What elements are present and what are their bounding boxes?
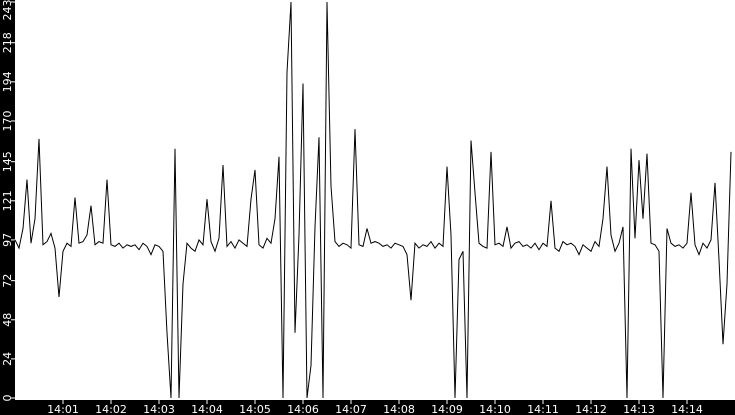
x-axis: 14:01 14:02 14:03 14:04 14:05 14:06 14:07 14:08… [47, 400, 703, 415]
x-tick-label: 14:03 [143, 403, 175, 415]
y-tick-label: 218 [1, 32, 14, 53]
y-tick-label: 194 [1, 71, 14, 92]
y-tick-label: 24 [1, 352, 14, 366]
x-tick-label: 14:01 [47, 403, 79, 415]
y-tick-label: 48 [1, 313, 14, 327]
x-tick-label: 14:04 [191, 403, 223, 415]
y-tick-label: 97 [1, 233, 14, 247]
x-tick-label: 14:05 [239, 403, 271, 415]
x-tick-label: 14:09 [431, 403, 463, 415]
x-tick-label: 14:14 [671, 403, 703, 415]
y-tick-label: 121 [1, 190, 14, 211]
y-tick-label: 243 [1, 0, 14, 21]
x-tick-label: 14:06 [287, 403, 319, 415]
x-tick-label: 14:07 [335, 403, 367, 415]
x-tick-label: 14:02 [95, 403, 127, 415]
x-tick-label: 14:13 [623, 403, 655, 415]
y-tick-label: 170 [1, 110, 14, 131]
series-line [14, 1, 732, 399]
y-tick-label: 145 [1, 151, 14, 172]
plot-area [15, 0, 735, 400]
series-group [14, 1, 732, 399]
y-axis: 0 24 48 72 97 121 145 170 194 218 243 [1, 0, 15, 402]
x-tick-label: 14:08 [383, 403, 415, 415]
x-tick-label: 14:11 [527, 403, 559, 415]
y-tick-label: 72 [1, 274, 14, 288]
y-tick-label: 0 [1, 395, 14, 402]
x-tick-label: 14:12 [575, 403, 607, 415]
x-tick-label: 14:10 [479, 403, 511, 415]
